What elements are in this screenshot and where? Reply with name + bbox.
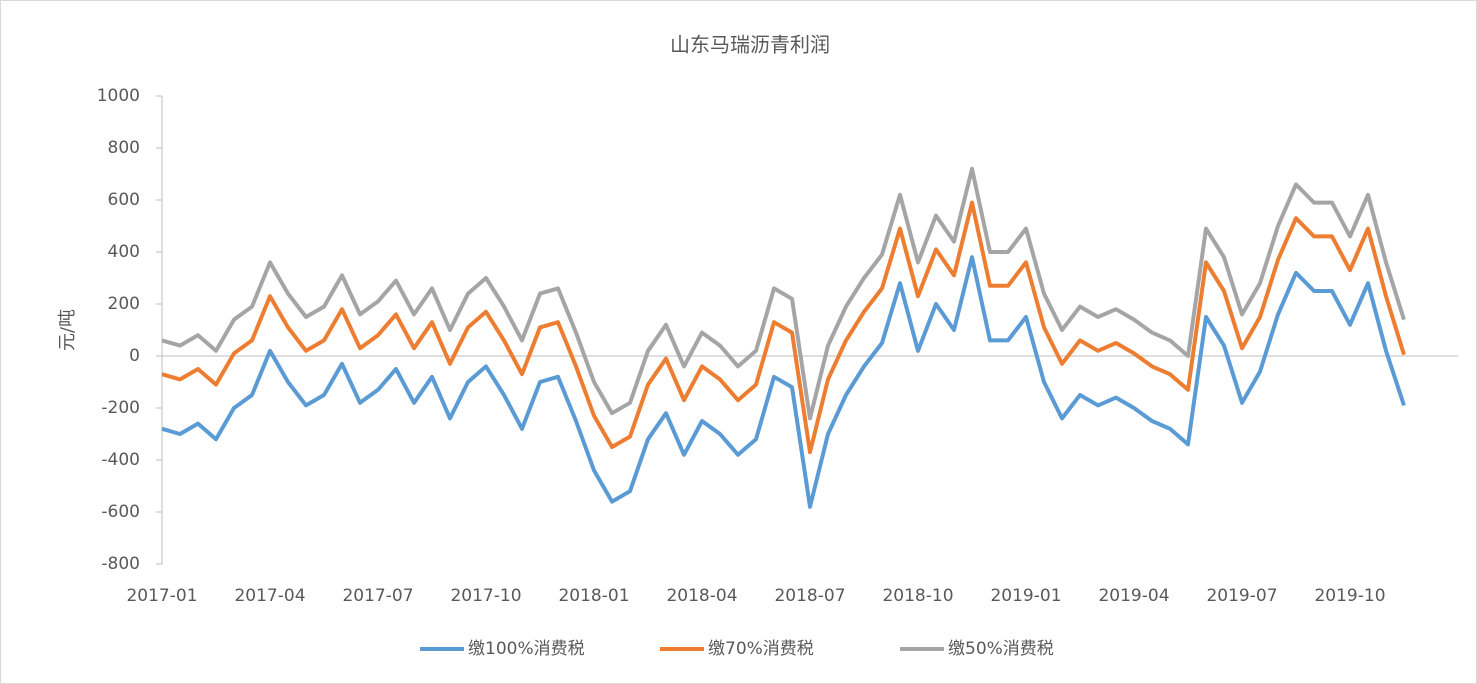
x-tick-label: 2018-10 (882, 586, 953, 606)
x-tick-label: 2017-04 (234, 586, 305, 606)
series-line (161, 200, 1406, 455)
chart-title: 山东马瑞沥青利润 (670, 33, 830, 57)
y-tick-label: 600 (108, 190, 140, 210)
y-tick-label: 1000 (97, 86, 140, 106)
y-tick-label: -400 (101, 450, 140, 470)
x-tick-label: 2017-07 (342, 586, 413, 606)
y-tick-label: 400 (108, 242, 140, 262)
x-tick-label: 2018-04 (666, 586, 737, 606)
y-tick-label: -200 (101, 398, 140, 418)
y-tick-label: -600 (101, 502, 140, 522)
x-tick-label: 2017-01 (126, 586, 197, 606)
y-tick-label: 0 (129, 346, 140, 366)
x-tick-label: 2019-07 (1206, 586, 1277, 606)
x-tick-label: 2018-07 (774, 586, 845, 606)
x-tick-label: 2017-10 (450, 586, 521, 606)
x-tick-label: 2019-10 (1314, 586, 1385, 606)
y-tick-label: 800 (108, 138, 140, 158)
series-line (161, 255, 1406, 509)
legend-label: 缴100%消费税 (468, 639, 585, 659)
y-tick-label: -800 (101, 554, 140, 574)
y-axis-label: 元/吨 (57, 309, 78, 351)
x-tick-label: 2019-04 (1098, 586, 1169, 606)
series-line (161, 166, 1406, 421)
legend-label: 缴70%消费税 (708, 639, 814, 659)
x-tick-label: 2018-01 (558, 586, 629, 606)
y-tick-label: 200 (108, 294, 140, 314)
legend-label: 缴50%消费税 (948, 639, 1054, 659)
x-tick-label: 2019-01 (990, 586, 1061, 606)
